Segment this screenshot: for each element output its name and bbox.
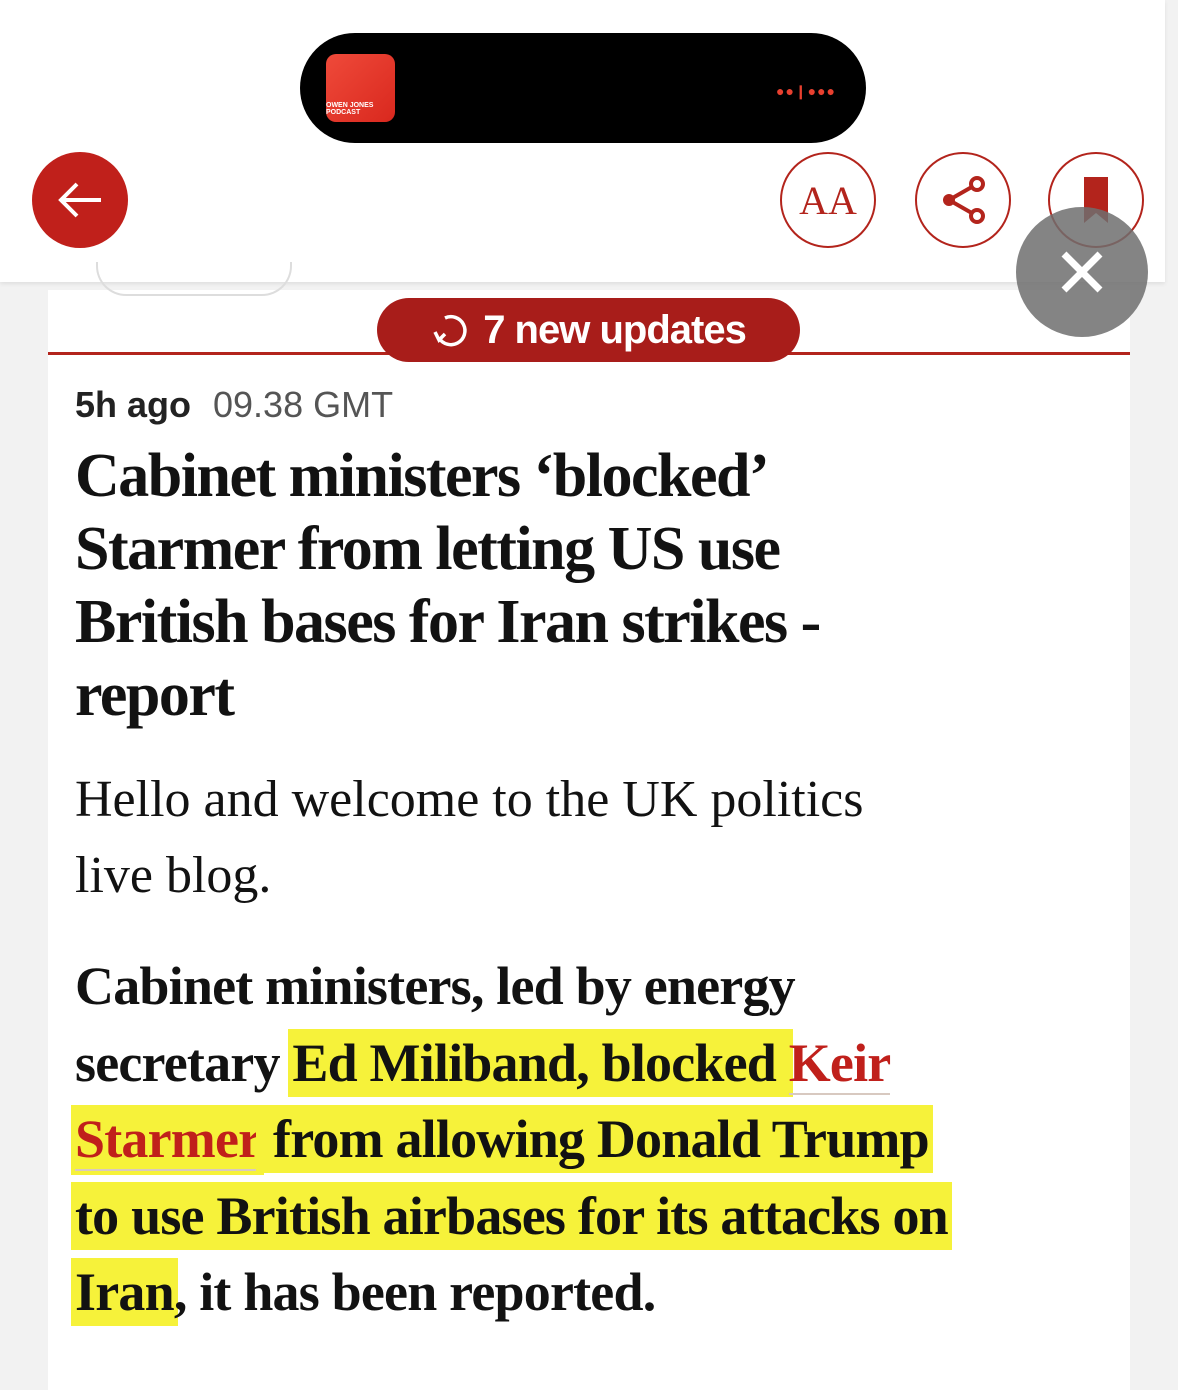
keir-starmer-link[interactable]: Keir [788, 1032, 891, 1095]
share-button[interactable] [915, 152, 1011, 248]
headline-line: Starmer from letting US use [75, 515, 781, 583]
relative-time: 5h ago [75, 384, 192, 425]
para-line: secretary Ed Miliband, blocked Keir [75, 1025, 948, 1102]
new-updates-button[interactable]: 7 new updates [377, 298, 800, 362]
intro-line: live blog. [75, 847, 272, 904]
refresh-icon [433, 314, 467, 347]
share-icon [943, 176, 985, 224]
post-time: 09.38 GMT [213, 384, 394, 425]
para-line: to use British airbases for its attacks … [75, 1178, 949, 1255]
para-line: Iran, it has been reported. [75, 1254, 948, 1331]
highlighted-text: from allowing Donald Trump [260, 1109, 930, 1169]
intro-line: Hello and welcome to the UK politics [75, 771, 864, 828]
para-line: Cabinet ministers, led by energy [75, 956, 796, 1016]
text-size-button[interactable]: AA [780, 152, 876, 248]
highlighted-text: Ed Miliband, blocked [292, 1032, 789, 1093]
new-updates-label: 7 new updates [483, 307, 747, 352]
lead-paragraph: Cabinet ministers, led by energy secreta… [75, 948, 949, 1331]
podcast-artwork: OWEN JONES PODCAST [326, 54, 395, 122]
post-timestamp: 5h ago 09.38 GMT [75, 384, 393, 426]
headline-line: report [75, 661, 235, 729]
keir-starmer-link[interactable]: Starmer [75, 1109, 261, 1171]
back-button[interactable] [32, 152, 128, 248]
headline-line: Cabinet ministers ‘blocked’ [75, 442, 770, 510]
audio-waveform-icon: ●●❙●●● [775, 83, 836, 99]
dynamic-island[interactable]: OWEN JONES PODCAST ●●❙●●● [300, 33, 866, 143]
intro-text: Hello and welcome to the UK politics liv… [75, 762, 863, 914]
arrow-left-icon [58, 182, 101, 218]
highlighted-text: to use British airbases for its attacks … [75, 1185, 949, 1246]
close-icon [1061, 251, 1103, 293]
highlighted-text: Iran [75, 1262, 175, 1322]
post-headline: Cabinet ministers ‘blocked’ Starmer from… [75, 440, 821, 732]
headline-line: British bases for Iran strikes - [75, 588, 821, 656]
text: secretary [75, 1032, 293, 1093]
previous-element-edge [96, 262, 292, 296]
text: , it has been reported. [173, 1262, 656, 1322]
close-overlay-button[interactable] [1016, 207, 1148, 337]
text-size-icon: AA [799, 177, 857, 223]
para-line: Starmer from allowing Donald Trump [75, 1101, 948, 1178]
